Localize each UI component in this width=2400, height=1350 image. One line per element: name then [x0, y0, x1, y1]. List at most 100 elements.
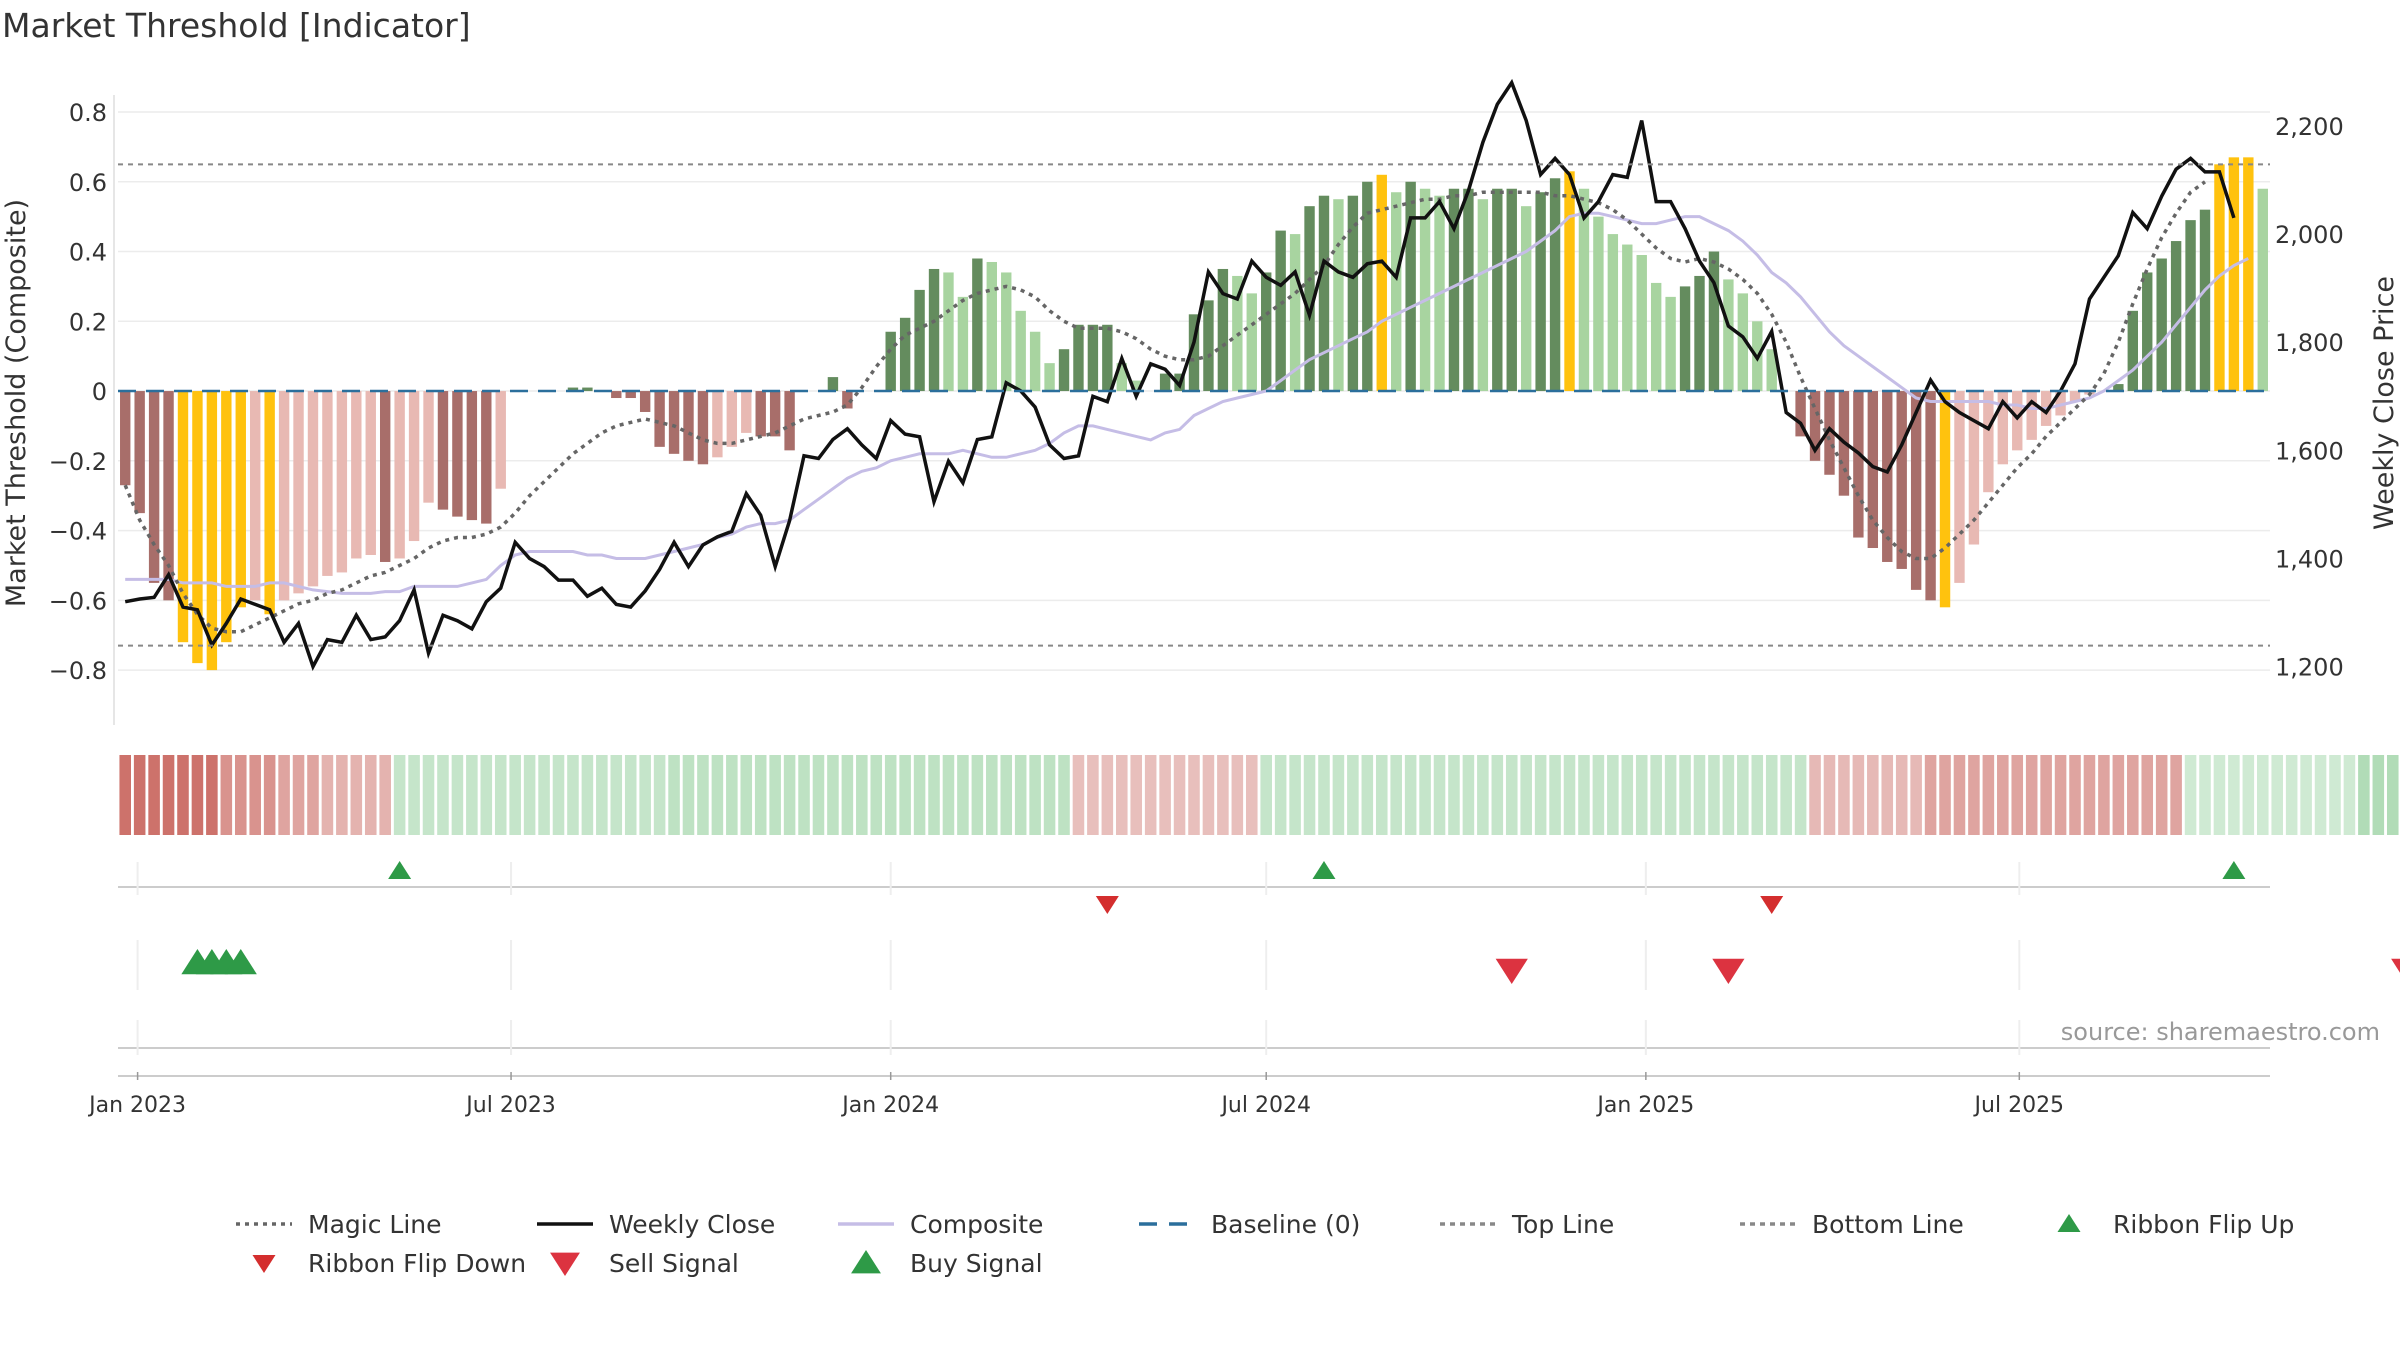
legend-label: Ribbon Flip Down	[308, 1249, 526, 1278]
weekly-close-line	[124, 78, 2236, 672]
composite-bar	[914, 289, 925, 392]
composite-bar	[668, 391, 680, 454]
ribbon-segment	[1260, 755, 1272, 835]
ribbon-segment	[754, 755, 767, 835]
ribbon-segment	[1144, 755, 1157, 835]
composite-bar	[1203, 300, 1214, 392]
ribbon-segment	[1332, 755, 1345, 835]
composite-bar	[148, 391, 160, 583]
composite-bar	[437, 391, 449, 510]
ribbon-segment	[350, 755, 363, 835]
composite-bar	[2243, 157, 2254, 392]
y-right-axis-label: Weekly Close Price	[2369, 276, 2400, 530]
ribbon-segment	[870, 755, 883, 835]
ribbon-segment	[957, 755, 969, 835]
ribbon-segment	[1188, 755, 1200, 835]
ribbon-segment	[119, 755, 131, 835]
composite-bar	[1679, 286, 1691, 392]
ribbon-segment	[336, 755, 348, 835]
composite-bar	[250, 391, 261, 601]
ribbon-segment	[1404, 755, 1417, 835]
x-tick-label: Jul 2023	[464, 1093, 556, 1118]
ribbon-segment	[653, 755, 666, 835]
legend-swatch	[2057, 1214, 2081, 1232]
ribbon-segment	[1895, 755, 1908, 835]
ribbon-segment	[1823, 755, 1836, 835]
composite-bar	[1578, 188, 1590, 392]
ribbon-segment	[2242, 755, 2255, 835]
composite-bar	[1607, 234, 1619, 392]
composite-bar	[1073, 324, 1084, 392]
ribbon-segment	[220, 755, 233, 835]
ribbon-segment	[2098, 755, 2110, 835]
composite-bar	[2228, 157, 2240, 392]
ribbon-segment	[1173, 755, 1186, 835]
composite-bar	[365, 391, 376, 555]
ribbon-segment	[697, 755, 709, 835]
ribbon-segment	[1245, 755, 1258, 835]
ribbon-segment	[812, 755, 825, 835]
composite-bar	[2257, 188, 2268, 392]
chart-title: Market Threshold [Indicator]	[2, 6, 471, 45]
composite-bar	[394, 391, 405, 559]
ribbon-segment	[1433, 755, 1446, 835]
ribbon-segment	[1087, 755, 1099, 835]
composite-bar	[177, 391, 189, 643]
ribbon-segment	[2054, 755, 2067, 835]
composite-bar	[1795, 391, 1806, 437]
composite-bar	[1087, 324, 1099, 392]
ribbon-segment	[379, 755, 391, 835]
composite-bar	[957, 296, 969, 392]
composite-bar	[1001, 272, 1012, 392]
ribbon-segment	[581, 755, 594, 835]
y-right-tick-label: 1,400	[2275, 545, 2344, 573]
composite-bar	[1665, 296, 1676, 392]
composite-bar	[2055, 391, 2066, 416]
y-right-tick-label: 1,800	[2275, 329, 2344, 357]
ribbon-segment	[2386, 755, 2399, 835]
composite-bar	[1824, 391, 1835, 475]
ribbon-segment	[2300, 755, 2312, 835]
source-credit: source: sharemaestro.com	[2061, 1018, 2380, 1046]
composite-bar	[899, 317, 911, 392]
composite-bar	[1954, 391, 1965, 583]
legend-label: Magic Line	[308, 1210, 442, 1239]
legend-swatch	[550, 1252, 580, 1276]
composite-bar	[423, 391, 434, 503]
sentiment-ribbon	[119, 755, 2399, 835]
composite-bar	[120, 391, 131, 486]
composite-bar	[1694, 275, 1705, 392]
ribbon-segment	[1274, 755, 1287, 835]
ribbon-segment	[2184, 755, 2197, 835]
ribbon-segment	[1838, 755, 1850, 835]
ribbon-segment	[596, 755, 608, 835]
ribbon-segment	[913, 755, 926, 835]
composite-bar	[1044, 363, 1055, 392]
ribbon-segment	[639, 755, 651, 835]
ribbon-segment	[538, 755, 550, 835]
composite-bar	[943, 272, 954, 392]
ribbon-segment	[2329, 755, 2341, 835]
composite-bar	[1246, 293, 1257, 392]
composite-bar	[769, 391, 781, 437]
ribbon-segment	[1635, 755, 1648, 835]
reference-lines	[118, 163, 2270, 647]
ribbon-segment	[1419, 755, 1431, 835]
ribbon-flip-down-marker	[1760, 896, 1784, 914]
composite-bar	[1131, 380, 1142, 392]
composite-bar	[726, 391, 738, 447]
signal-panels	[118, 861, 2400, 1055]
ribbon-segment	[2228, 755, 2240, 835]
ribbon-segment	[1852, 755, 1865, 835]
composite-bar	[264, 391, 275, 615]
ribbon-segment	[1650, 755, 1662, 835]
composite-bar	[1463, 188, 1474, 392]
ribbon-segment	[1953, 755, 1966, 835]
ribbon-segment	[263, 755, 276, 835]
ribbon-segment	[1014, 755, 1027, 835]
composite-bar	[1217, 268, 1229, 392]
ribbon-segment	[307, 755, 319, 835]
y-right-tick-label: 2,000	[2275, 221, 2344, 249]
ribbon-segment	[1607, 755, 1619, 835]
ribbon-segment	[408, 755, 420, 835]
